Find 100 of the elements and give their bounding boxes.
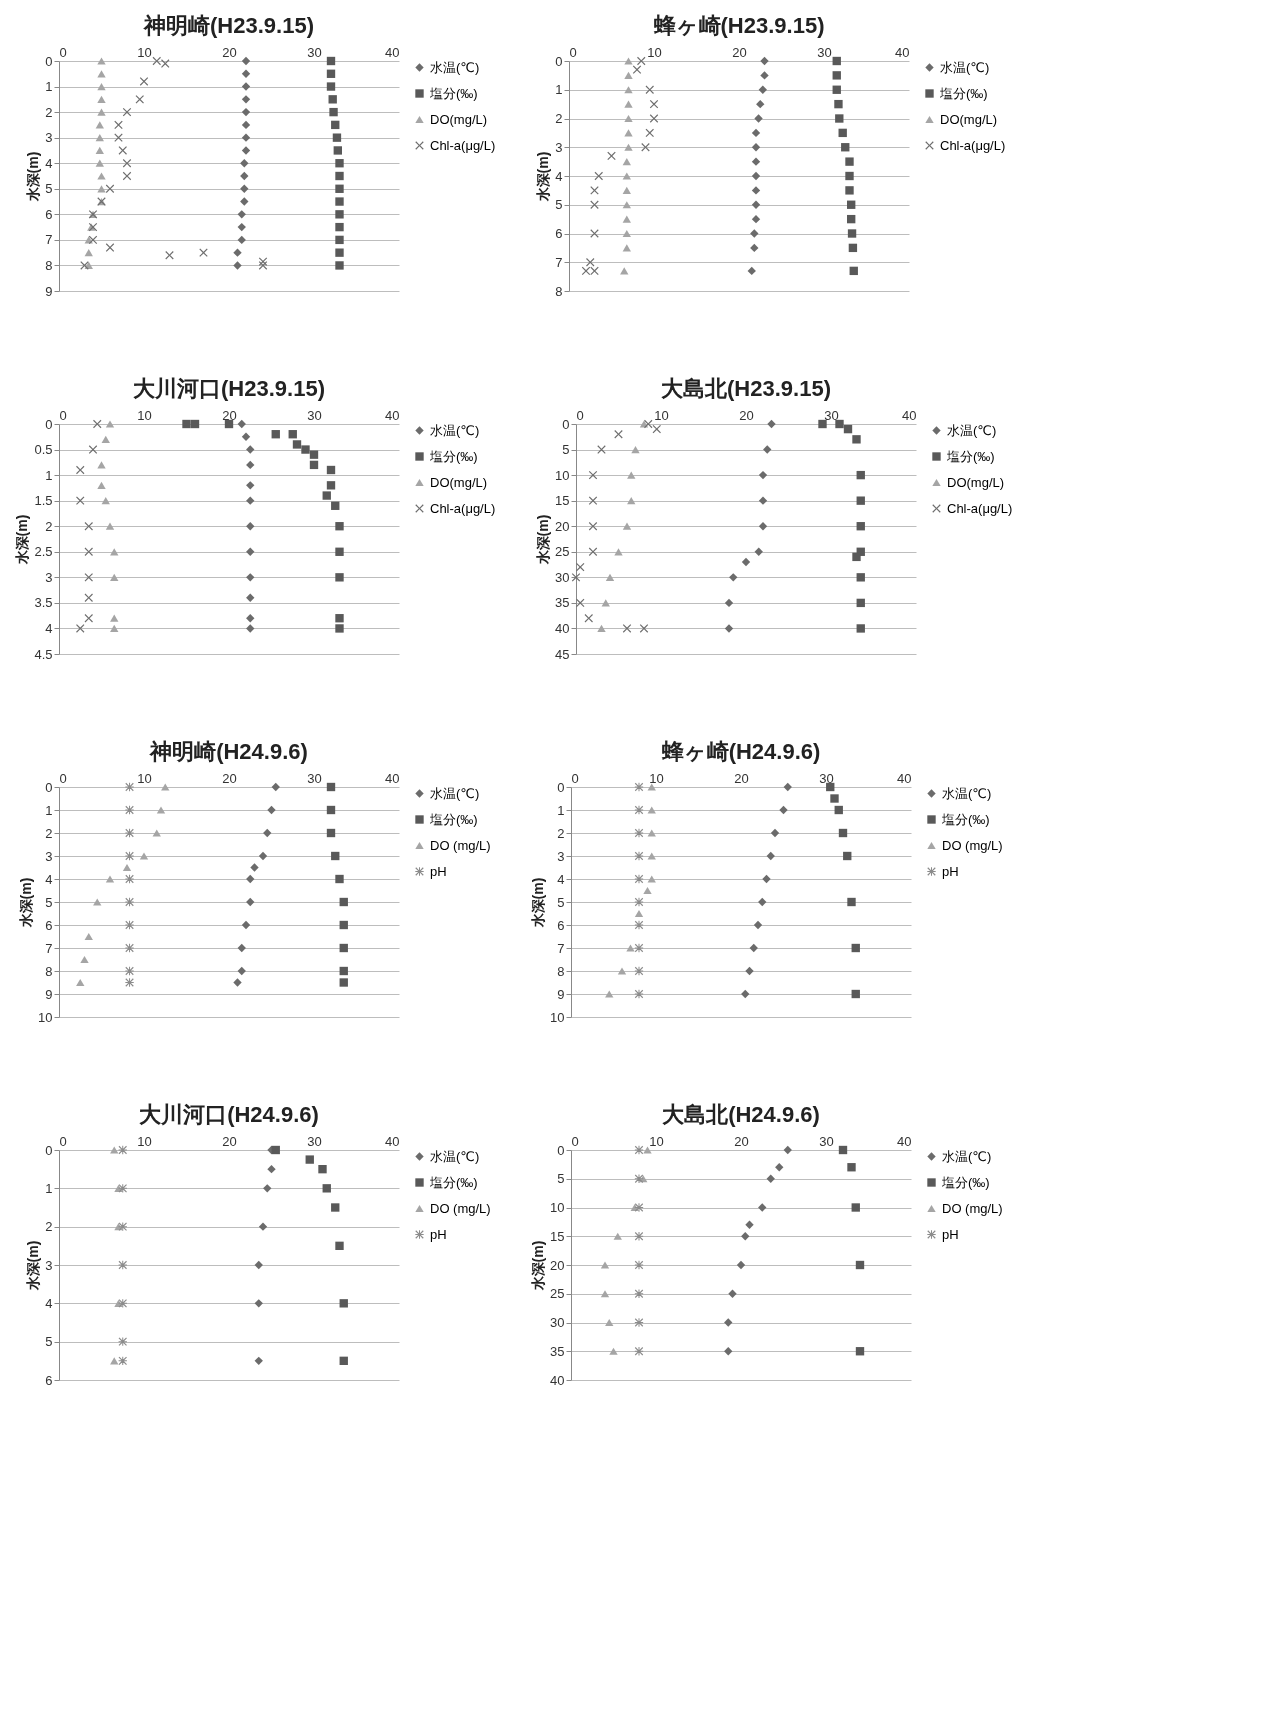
x-tick-label: 10 — [647, 44, 662, 60]
y-tick-label: 2 — [557, 825, 565, 841]
y-tick-label: 9 — [557, 986, 565, 1002]
y-tick-label: 6 — [555, 226, 563, 241]
x-tick-label: 10 — [137, 1133, 152, 1149]
chart-title: 大島北(H24.9.6) — [662, 1102, 820, 1127]
legend-label: pH — [430, 1226, 447, 1242]
x-tick-label: 10 — [137, 44, 152, 60]
chart-title: 神明崎(H23.9.15) — [143, 13, 314, 38]
legend-label: pH — [942, 1226, 959, 1242]
y-axis-title: 水深(m) — [535, 151, 552, 203]
y-tick-label: 4 — [555, 168, 563, 184]
y-tick-label: 1 — [45, 802, 53, 818]
x-tick-label: 30 — [307, 770, 322, 786]
legend-label: 水温(℃) — [430, 785, 480, 801]
legend-label: DO (mg/L) — [942, 837, 1003, 853]
y-tick-label: 2 — [45, 825, 53, 841]
x-tick-label: 10 — [649, 1133, 664, 1149]
x-tick-label: 20 — [732, 44, 747, 60]
y-tick-label: 4.5 — [34, 646, 53, 662]
y-tick-label: 9 — [45, 283, 53, 299]
legend-label: Chl-a(μg/L) — [430, 500, 496, 516]
y-tick-label: 10 — [550, 1009, 565, 1025]
y-tick-label: 1.5 — [34, 493, 53, 509]
y-tick-label: 5 — [557, 1171, 565, 1187]
y-tick-label: 6 — [45, 206, 53, 222]
legend-label: pH — [430, 863, 447, 879]
x-tick-label: 40 — [897, 1133, 912, 1149]
y-tick-label: 6 — [45, 917, 53, 933]
x-tick-label: 20 — [739, 407, 754, 423]
legend-label: 水温(℃) — [430, 422, 480, 438]
legend-label: DO(mg/L) — [430, 111, 488, 127]
y-tick-label: 4 — [45, 1295, 53, 1311]
x-tick-label: 20 — [734, 770, 749, 786]
y-tick-label: 20 — [550, 1257, 565, 1273]
x-tick-label: 30 — [819, 1133, 834, 1149]
x-tick-label: 30 — [307, 407, 322, 423]
y-tick-label: 7 — [555, 254, 563, 270]
legend-label: 塩分(‰) — [429, 1174, 478, 1190]
y-tick-label: 6 — [45, 1372, 53, 1388]
y-tick-label: 35 — [555, 595, 570, 611]
y-tick-label: 10 — [555, 467, 570, 483]
x-tick-label: 0 — [59, 1133, 67, 1149]
y-axis-title: 水深(m) — [14, 514, 31, 566]
legend-label: 水温(℃) — [942, 785, 992, 801]
y-tick-label: 7 — [557, 940, 565, 956]
x-tick-label: 0 — [576, 407, 584, 423]
y-tick-label: 2 — [45, 518, 53, 534]
chart-title: 大島北(H23.9.15) — [661, 376, 831, 401]
y-tick-label: 7 — [45, 940, 53, 956]
y-tick-label: 8 — [557, 963, 565, 979]
y-tick-label: 15 — [550, 1228, 565, 1244]
x-tick-label: 30 — [819, 770, 834, 786]
y-tick-label: 45 — [555, 646, 570, 662]
y-tick-label: 40 — [550, 1372, 565, 1388]
chart-title: 蜂ヶ崎(H24.9.6) — [660, 739, 821, 764]
y-tick-label: 20 — [555, 518, 570, 534]
y-tick-label: 10 — [550, 1200, 565, 1215]
x-tick-label: 20 — [222, 44, 237, 60]
legend-label: DO (mg/L) — [430, 1200, 491, 1216]
x-tick-label: 10 — [649, 770, 664, 786]
legend-label: pH — [942, 863, 959, 879]
x-tick-label: 30 — [824, 407, 839, 423]
y-tick-label: 5 — [562, 442, 570, 458]
y-tick-label: 0.5 — [34, 442, 53, 458]
y-tick-label: 3 — [45, 1257, 53, 1273]
legend-label: 塩分(‰) — [941, 1174, 990, 1190]
legend-label: DO(mg/L) — [940, 111, 998, 127]
x-tick-label: 20 — [734, 1133, 749, 1149]
chart-title: 大川河口(H23.9.15) — [133, 376, 325, 401]
legend-label: DO(mg/L) — [430, 474, 488, 490]
y-tick-label: 4 — [45, 620, 53, 636]
y-tick-label: 4 — [557, 871, 565, 887]
y-tick-label: 40 — [555, 620, 570, 636]
x-tick-label: 40 — [385, 407, 400, 423]
y-tick-label: 2 — [555, 111, 563, 126]
y-tick-label: 5 — [45, 181, 53, 197]
y-tick-label: 4 — [45, 155, 53, 171]
y-axis-title: 水深(m) — [530, 877, 547, 929]
legend-label: 水温(℃) — [430, 1148, 480, 1164]
y-tick-label: 2 — [45, 1219, 53, 1235]
x-tick-label: 40 — [385, 1133, 400, 1149]
x-tick-label: 40 — [385, 44, 400, 60]
y-tick-label: 25 — [550, 1286, 565, 1302]
y-tick-label: 3 — [45, 130, 53, 146]
y-tick-label: 1 — [555, 82, 563, 98]
legend-label: DO(mg/L) — [947, 474, 1005, 490]
y-tick-label: 3 — [557, 848, 565, 864]
y-tick-label: 4 — [45, 871, 53, 887]
y-axis-title: 水深(m) — [530, 1240, 547, 1292]
legend-label: 塩分(‰) — [429, 85, 478, 101]
x-tick-label: 20 — [222, 407, 237, 423]
y-tick-label: 15 — [555, 493, 570, 509]
y-tick-label: 8 — [45, 963, 53, 979]
legend-label: 水温(℃) — [940, 59, 990, 75]
y-tick-label: 30 — [555, 569, 570, 585]
y-tick-label: 1 — [557, 802, 565, 818]
legend-label: Chl-a(μg/L) — [940, 137, 1006, 153]
y-tick-label: 2.5 — [34, 544, 53, 560]
y-tick-label: 8 — [45, 257, 53, 273]
